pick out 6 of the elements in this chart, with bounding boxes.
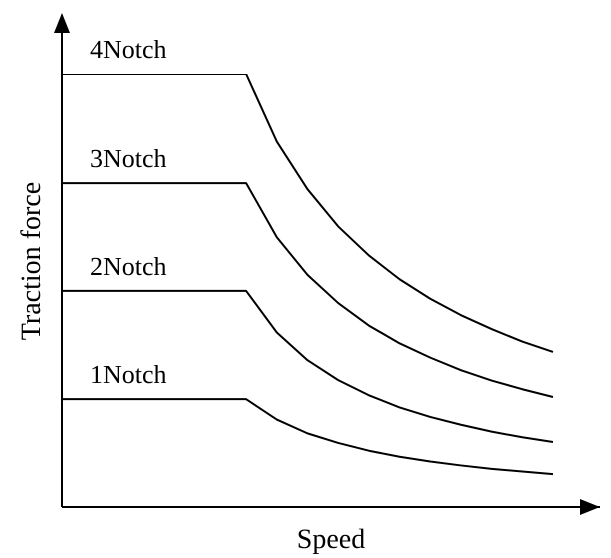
series-label: 4Notch <box>90 35 167 64</box>
x-axis-title: Speed <box>296 524 366 555</box>
series-label: 2Notch <box>90 252 167 281</box>
series-label: 1Notch <box>90 360 167 390</box>
y-axis-title: Traction force <box>16 182 47 340</box>
series-label: 3Notch <box>90 144 167 174</box>
